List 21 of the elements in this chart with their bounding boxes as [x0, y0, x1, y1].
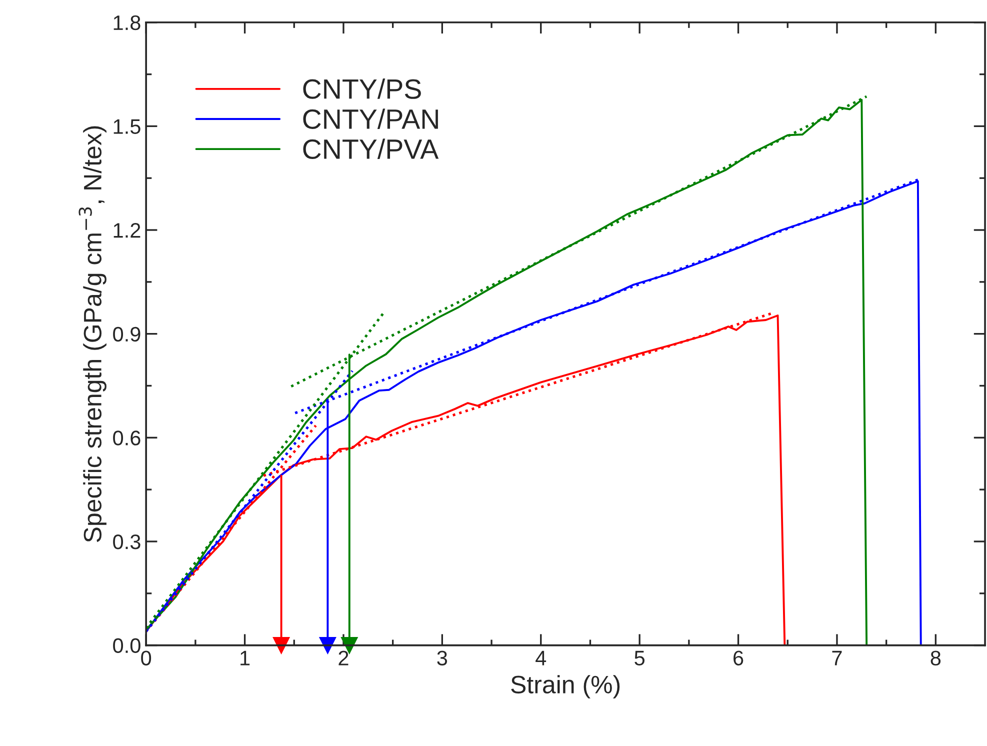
x-tick-label: 1	[240, 650, 250, 666]
legend-label: CNTY/PVA	[303, 138, 439, 160]
x-tick-label: 6	[734, 650, 744, 666]
x-tick-label: 5	[634, 650, 644, 666]
y-tick-label: 0.3	[113, 534, 140, 550]
x-tick-label: 2	[338, 650, 348, 666]
x-tick-label: 8	[930, 650, 941, 666]
x-tick-label: 0	[141, 650, 152, 666]
legend-label: CNTY/PAN	[303, 108, 438, 129]
y-axis-title: Specific strength (GPa/g cm$^{−3}$, N/tex)	[78, 126, 106, 542]
y-tick-label: 1.5	[114, 119, 140, 134]
y-tick-label: 1.8	[114, 15, 140, 30]
y-tick-label: 0.6	[113, 430, 140, 446]
x-tick-label: 3	[437, 650, 448, 666]
x-axis-title: Strain (%)	[511, 675, 620, 698]
y-tick-label: 0.9	[113, 326, 140, 342]
legend-label: CNTY/PS	[303, 78, 421, 99]
y-tick-label: 1.2	[114, 223, 140, 238]
x-tick-label: 7	[832, 650, 842, 666]
x-tick-label: 4	[536, 650, 546, 666]
y-tick-label: 0.0	[113, 638, 140, 654]
